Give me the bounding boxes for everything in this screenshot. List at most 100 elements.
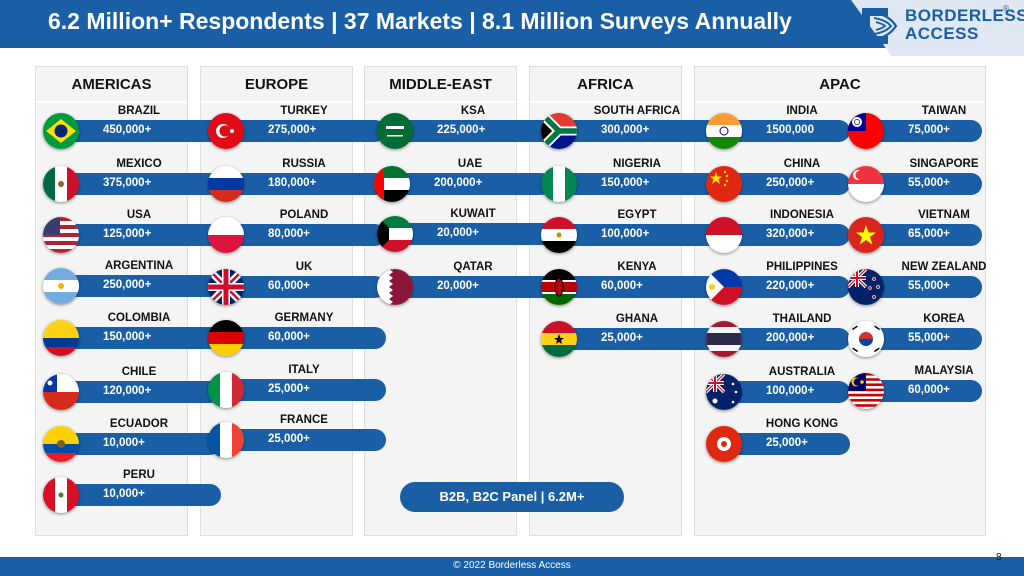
count-pill: 120,000+ [57, 381, 221, 403]
kuwait-flag-icon [377, 216, 413, 252]
uk-flag-icon [208, 269, 244, 305]
country-card-argentina: ARGENTINA 250,000+ [43, 260, 223, 304]
malaysia-flag-icon [848, 373, 884, 409]
count-pill: 75,000+ [862, 120, 982, 142]
count-pill: 55,000+ [862, 328, 982, 350]
italy-flag-icon [208, 372, 244, 408]
country-card-chile: CHILE 120,000+ [43, 366, 223, 410]
country-card-mexico: MEXICO 375,000+ [43, 158, 223, 202]
country-card-kenya: KENYA 60,000+ [541, 261, 721, 305]
country-name: USA [126, 209, 152, 221]
count-pill: 100,000+ [555, 224, 719, 246]
ecuador-flag-icon [43, 426, 79, 462]
count-pill: 25,000+ [222, 429, 386, 451]
respondent-count: 300,000+ [601, 124, 650, 136]
country-card-uae: UAE 200,000+ [374, 158, 554, 202]
india-flag-icon [706, 113, 742, 149]
new-zealand-flag-icon [848, 269, 884, 305]
country-card-colombia: COLOMBIA 150,000+ [43, 312, 223, 356]
nigeria-flag-icon [541, 166, 577, 202]
country-name: UAE [457, 158, 483, 170]
country-name: RUSSIA [282, 158, 326, 170]
logo-wordmark: BORDERLESS ACCESS [905, 7, 1024, 43]
count-pill: 25,000+ [720, 433, 850, 455]
qatar-flag-icon [377, 269, 413, 305]
turkey-flag-icon [208, 113, 244, 149]
country-name: GERMANY [274, 312, 334, 324]
country-card-malaysia: MALAYSIA 60,000+ [848, 365, 984, 409]
respondent-count: 375,000+ [103, 177, 152, 189]
poland-flag-icon [208, 217, 244, 253]
country-name: INDIA [786, 105, 818, 117]
country-card-thailand: THAILAND 200,000+ [706, 313, 886, 357]
uae-flag-icon [374, 166, 410, 202]
respondent-count: 10,000+ [103, 488, 145, 500]
country-name: SINGAPORE [909, 158, 979, 170]
page-number: 8 [996, 552, 1002, 563]
count-pill: 20,000+ [391, 223, 555, 245]
respondent-count: 320,000+ [766, 228, 815, 240]
country-name: NIGERIA [613, 158, 661, 170]
respondent-count: 250,000+ [766, 177, 815, 189]
korea-flag-icon [848, 321, 884, 357]
country-name: EGYPT [617, 209, 657, 221]
region-divider [695, 101, 985, 103]
logo-line-1: BORDERLESS [905, 6, 1024, 25]
country-card-taiwan: TAIWAN 75,000+ [848, 105, 984, 149]
country-name: ARGENTINA [104, 260, 174, 272]
count-pill: 10,000+ [57, 433, 221, 455]
respondent-count: 1500,000 [766, 124, 814, 136]
country-card-egypt: EGYPT 100,000+ [541, 209, 721, 253]
count-pill: 10,000+ [57, 484, 221, 506]
respondent-count: 100,000+ [601, 228, 650, 240]
mexico-flag-icon [43, 166, 79, 202]
country-card-ecuador: ECUADOR 10,000+ [43, 418, 223, 462]
south-africa-flag-icon [541, 113, 577, 149]
russia-flag-icon [208, 166, 244, 202]
country-name: VIETNAM [918, 209, 970, 221]
country-card-new-zealand: NEW ZEALAND 55,000+ [848, 261, 986, 305]
singapore-flag-icon [848, 166, 884, 202]
respondent-count: 65,000+ [908, 228, 950, 240]
respondent-count: 200,000+ [766, 332, 815, 344]
respondent-count: 25,000+ [268, 383, 310, 395]
respondent-count: 250,000+ [103, 279, 152, 291]
country-card-brazil: BRAZIL 450,000+ [43, 105, 223, 149]
country-name: TURKEY [280, 105, 328, 117]
indonesia-flag-icon [706, 217, 742, 253]
respondent-count: 20,000+ [437, 227, 479, 239]
respondent-count: 25,000+ [601, 332, 643, 344]
hong-kong-flag-icon [706, 426, 742, 462]
count-pill: 60,000+ [555, 276, 719, 298]
respondent-count: 220,000+ [766, 280, 815, 292]
count-pill: 1500,000 [720, 120, 850, 142]
count-pill: 125,000+ [57, 224, 221, 246]
region-title-americas: AMERICAS [71, 76, 152, 93]
count-pill: 250,000+ [720, 173, 850, 195]
country-card-hong-kong: HONG KONG 25,000+ [706, 418, 886, 462]
respondent-count: 275,000+ [268, 124, 317, 136]
country-card-france: FRANCE 25,000+ [208, 414, 388, 458]
country-name: KOREA [923, 313, 965, 325]
panel-size-badge: B2B, B2C Panel | 6.2M+ [400, 482, 624, 512]
count-pill: 60,000+ [222, 276, 386, 298]
country-card-vietnam: VIETNAM 65,000+ [848, 209, 984, 253]
country-name: BRAZIL [117, 105, 161, 117]
country-card-ksa: KSA 225,000+ [377, 105, 557, 149]
country-name: HONG KONG [765, 418, 839, 430]
country-card-korea: KOREA 55,000+ [848, 313, 984, 357]
region-divider [201, 101, 352, 103]
country-name: QATAR [453, 261, 493, 273]
country-card-usa: USA 125,000+ [43, 209, 223, 253]
country-name: KUWAIT [450, 208, 496, 220]
country-card-china: CHINA 250,000+ [706, 158, 886, 202]
country-name: AUSTRALIA [768, 366, 836, 378]
count-pill: 55,000+ [862, 173, 982, 195]
country-card-peru: PERU 10,000+ [43, 469, 223, 513]
respondent-count: 55,000+ [908, 280, 950, 292]
registered-mark: ® [1003, 4, 1009, 13]
respondent-count: 60,000+ [268, 331, 310, 343]
country-card-india: INDIA 1500,000 [706, 105, 886, 149]
count-pill: 225,000+ [391, 120, 555, 142]
country-card-poland: POLAND 80,000+ [208, 209, 388, 253]
